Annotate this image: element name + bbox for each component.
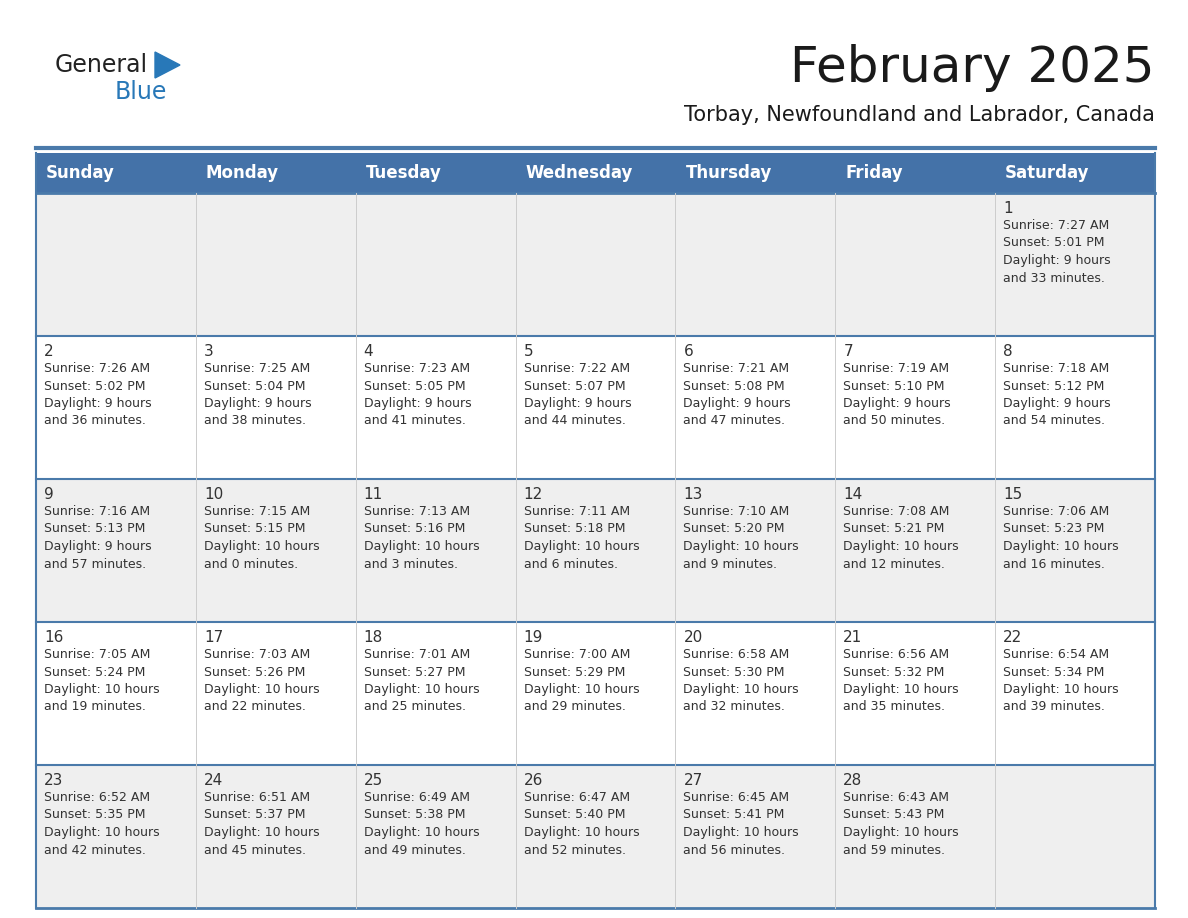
Text: Sunrise: 6:43 AM
Sunset: 5:43 PM
Daylight: 10 hours
and 59 minutes.: Sunrise: 6:43 AM Sunset: 5:43 PM Dayligh… bbox=[843, 791, 959, 856]
Text: Saturday: Saturday bbox=[1005, 164, 1089, 182]
Text: Sunrise: 6:45 AM
Sunset: 5:41 PM
Daylight: 10 hours
and 56 minutes.: Sunrise: 6:45 AM Sunset: 5:41 PM Dayligh… bbox=[683, 791, 800, 856]
Text: 2: 2 bbox=[44, 344, 53, 359]
Text: Sunrise: 7:01 AM
Sunset: 5:27 PM
Daylight: 10 hours
and 25 minutes.: Sunrise: 7:01 AM Sunset: 5:27 PM Dayligh… bbox=[364, 648, 479, 713]
Text: 3: 3 bbox=[204, 344, 214, 359]
Text: 23: 23 bbox=[44, 773, 63, 788]
Text: Thursday: Thursday bbox=[685, 164, 772, 182]
Text: Sunrise: 7:03 AM
Sunset: 5:26 PM
Daylight: 10 hours
and 22 minutes.: Sunrise: 7:03 AM Sunset: 5:26 PM Dayligh… bbox=[204, 648, 320, 713]
Text: 1: 1 bbox=[1003, 201, 1012, 216]
Text: 27: 27 bbox=[683, 773, 702, 788]
Text: Wednesday: Wednesday bbox=[525, 164, 633, 182]
Bar bbox=[36, 479, 1155, 622]
Text: Sunrise: 7:26 AM
Sunset: 5:02 PM
Daylight: 9 hours
and 36 minutes.: Sunrise: 7:26 AM Sunset: 5:02 PM Dayligh… bbox=[44, 362, 152, 428]
Text: 18: 18 bbox=[364, 630, 383, 645]
Text: 21: 21 bbox=[843, 630, 862, 645]
Text: 15: 15 bbox=[1003, 487, 1023, 502]
Text: Sunrise: 7:23 AM
Sunset: 5:05 PM
Daylight: 9 hours
and 41 minutes.: Sunrise: 7:23 AM Sunset: 5:05 PM Dayligh… bbox=[364, 362, 472, 428]
Text: Friday: Friday bbox=[846, 164, 903, 182]
Text: 17: 17 bbox=[204, 630, 223, 645]
Bar bbox=[355, 153, 516, 193]
Text: 19: 19 bbox=[524, 630, 543, 645]
Text: 16: 16 bbox=[44, 630, 63, 645]
Text: Sunrise: 7:10 AM
Sunset: 5:20 PM
Daylight: 10 hours
and 9 minutes.: Sunrise: 7:10 AM Sunset: 5:20 PM Dayligh… bbox=[683, 505, 800, 570]
Text: 10: 10 bbox=[204, 487, 223, 502]
Text: Sunrise: 6:49 AM
Sunset: 5:38 PM
Daylight: 10 hours
and 49 minutes.: Sunrise: 6:49 AM Sunset: 5:38 PM Dayligh… bbox=[364, 791, 479, 856]
Text: Sunrise: 7:08 AM
Sunset: 5:21 PM
Daylight: 10 hours
and 12 minutes.: Sunrise: 7:08 AM Sunset: 5:21 PM Dayligh… bbox=[843, 505, 959, 570]
Text: Monday: Monday bbox=[206, 164, 279, 182]
Text: Sunrise: 7:27 AM
Sunset: 5:01 PM
Daylight: 9 hours
and 33 minutes.: Sunrise: 7:27 AM Sunset: 5:01 PM Dayligh… bbox=[1003, 219, 1111, 285]
Text: Sunrise: 7:05 AM
Sunset: 5:24 PM
Daylight: 10 hours
and 19 minutes.: Sunrise: 7:05 AM Sunset: 5:24 PM Dayligh… bbox=[44, 648, 159, 713]
Text: 9: 9 bbox=[44, 487, 53, 502]
Text: Sunrise: 7:13 AM
Sunset: 5:16 PM
Daylight: 10 hours
and 3 minutes.: Sunrise: 7:13 AM Sunset: 5:16 PM Dayligh… bbox=[364, 505, 479, 570]
Bar bbox=[516, 153, 676, 193]
Text: 6: 6 bbox=[683, 344, 693, 359]
Text: 25: 25 bbox=[364, 773, 383, 788]
Bar bbox=[835, 153, 996, 193]
Text: 24: 24 bbox=[204, 773, 223, 788]
Text: Sunrise: 7:18 AM
Sunset: 5:12 PM
Daylight: 9 hours
and 54 minutes.: Sunrise: 7:18 AM Sunset: 5:12 PM Dayligh… bbox=[1003, 362, 1111, 428]
Bar bbox=[36, 765, 1155, 908]
Text: 13: 13 bbox=[683, 487, 703, 502]
Text: 5: 5 bbox=[524, 344, 533, 359]
Bar bbox=[996, 153, 1155, 193]
Text: Sunrise: 6:47 AM
Sunset: 5:40 PM
Daylight: 10 hours
and 52 minutes.: Sunrise: 6:47 AM Sunset: 5:40 PM Dayligh… bbox=[524, 791, 639, 856]
Text: 11: 11 bbox=[364, 487, 383, 502]
Bar bbox=[36, 193, 1155, 336]
Text: 22: 22 bbox=[1003, 630, 1023, 645]
Text: Sunrise: 7:16 AM
Sunset: 5:13 PM
Daylight: 9 hours
and 57 minutes.: Sunrise: 7:16 AM Sunset: 5:13 PM Dayligh… bbox=[44, 505, 152, 570]
Text: 12: 12 bbox=[524, 487, 543, 502]
Polygon shape bbox=[154, 52, 181, 78]
Text: 14: 14 bbox=[843, 487, 862, 502]
Text: Sunrise: 7:00 AM
Sunset: 5:29 PM
Daylight: 10 hours
and 29 minutes.: Sunrise: 7:00 AM Sunset: 5:29 PM Dayligh… bbox=[524, 648, 639, 713]
Text: 8: 8 bbox=[1003, 344, 1012, 359]
Text: Sunrise: 6:58 AM
Sunset: 5:30 PM
Daylight: 10 hours
and 32 minutes.: Sunrise: 6:58 AM Sunset: 5:30 PM Dayligh… bbox=[683, 648, 800, 713]
Text: Sunrise: 7:25 AM
Sunset: 5:04 PM
Daylight: 9 hours
and 38 minutes.: Sunrise: 7:25 AM Sunset: 5:04 PM Dayligh… bbox=[204, 362, 311, 428]
Text: Sunrise: 7:21 AM
Sunset: 5:08 PM
Daylight: 9 hours
and 47 minutes.: Sunrise: 7:21 AM Sunset: 5:08 PM Dayligh… bbox=[683, 362, 791, 428]
Bar bbox=[196, 153, 355, 193]
Text: Sunrise: 7:22 AM
Sunset: 5:07 PM
Daylight: 9 hours
and 44 minutes.: Sunrise: 7:22 AM Sunset: 5:07 PM Dayligh… bbox=[524, 362, 631, 428]
Text: 7: 7 bbox=[843, 344, 853, 359]
Text: Sunrise: 6:51 AM
Sunset: 5:37 PM
Daylight: 10 hours
and 45 minutes.: Sunrise: 6:51 AM Sunset: 5:37 PM Dayligh… bbox=[204, 791, 320, 856]
Text: February 2025: February 2025 bbox=[790, 44, 1155, 92]
Text: Sunrise: 6:52 AM
Sunset: 5:35 PM
Daylight: 10 hours
and 42 minutes.: Sunrise: 6:52 AM Sunset: 5:35 PM Dayligh… bbox=[44, 791, 159, 856]
Text: Sunrise: 6:54 AM
Sunset: 5:34 PM
Daylight: 10 hours
and 39 minutes.: Sunrise: 6:54 AM Sunset: 5:34 PM Dayligh… bbox=[1003, 648, 1119, 713]
Bar bbox=[36, 153, 196, 193]
Text: Sunrise: 7:15 AM
Sunset: 5:15 PM
Daylight: 10 hours
and 0 minutes.: Sunrise: 7:15 AM Sunset: 5:15 PM Dayligh… bbox=[204, 505, 320, 570]
Text: Sunrise: 7:11 AM
Sunset: 5:18 PM
Daylight: 10 hours
and 6 minutes.: Sunrise: 7:11 AM Sunset: 5:18 PM Dayligh… bbox=[524, 505, 639, 570]
Text: 26: 26 bbox=[524, 773, 543, 788]
Bar bbox=[36, 622, 1155, 765]
Text: General: General bbox=[55, 53, 148, 77]
Text: Sunrise: 7:19 AM
Sunset: 5:10 PM
Daylight: 9 hours
and 50 minutes.: Sunrise: 7:19 AM Sunset: 5:10 PM Dayligh… bbox=[843, 362, 950, 428]
Text: Sunrise: 6:56 AM
Sunset: 5:32 PM
Daylight: 10 hours
and 35 minutes.: Sunrise: 6:56 AM Sunset: 5:32 PM Dayligh… bbox=[843, 648, 959, 713]
Text: 4: 4 bbox=[364, 344, 373, 359]
Text: Torbay, Newfoundland and Labrador, Canada: Torbay, Newfoundland and Labrador, Canad… bbox=[684, 105, 1155, 125]
Text: Sunday: Sunday bbox=[46, 164, 115, 182]
Text: Blue: Blue bbox=[115, 80, 168, 104]
Text: 20: 20 bbox=[683, 630, 702, 645]
Text: Sunrise: 7:06 AM
Sunset: 5:23 PM
Daylight: 10 hours
and 16 minutes.: Sunrise: 7:06 AM Sunset: 5:23 PM Dayligh… bbox=[1003, 505, 1119, 570]
Text: 28: 28 bbox=[843, 773, 862, 788]
Bar bbox=[676, 153, 835, 193]
Text: Tuesday: Tuesday bbox=[366, 164, 442, 182]
Bar bbox=[36, 336, 1155, 479]
